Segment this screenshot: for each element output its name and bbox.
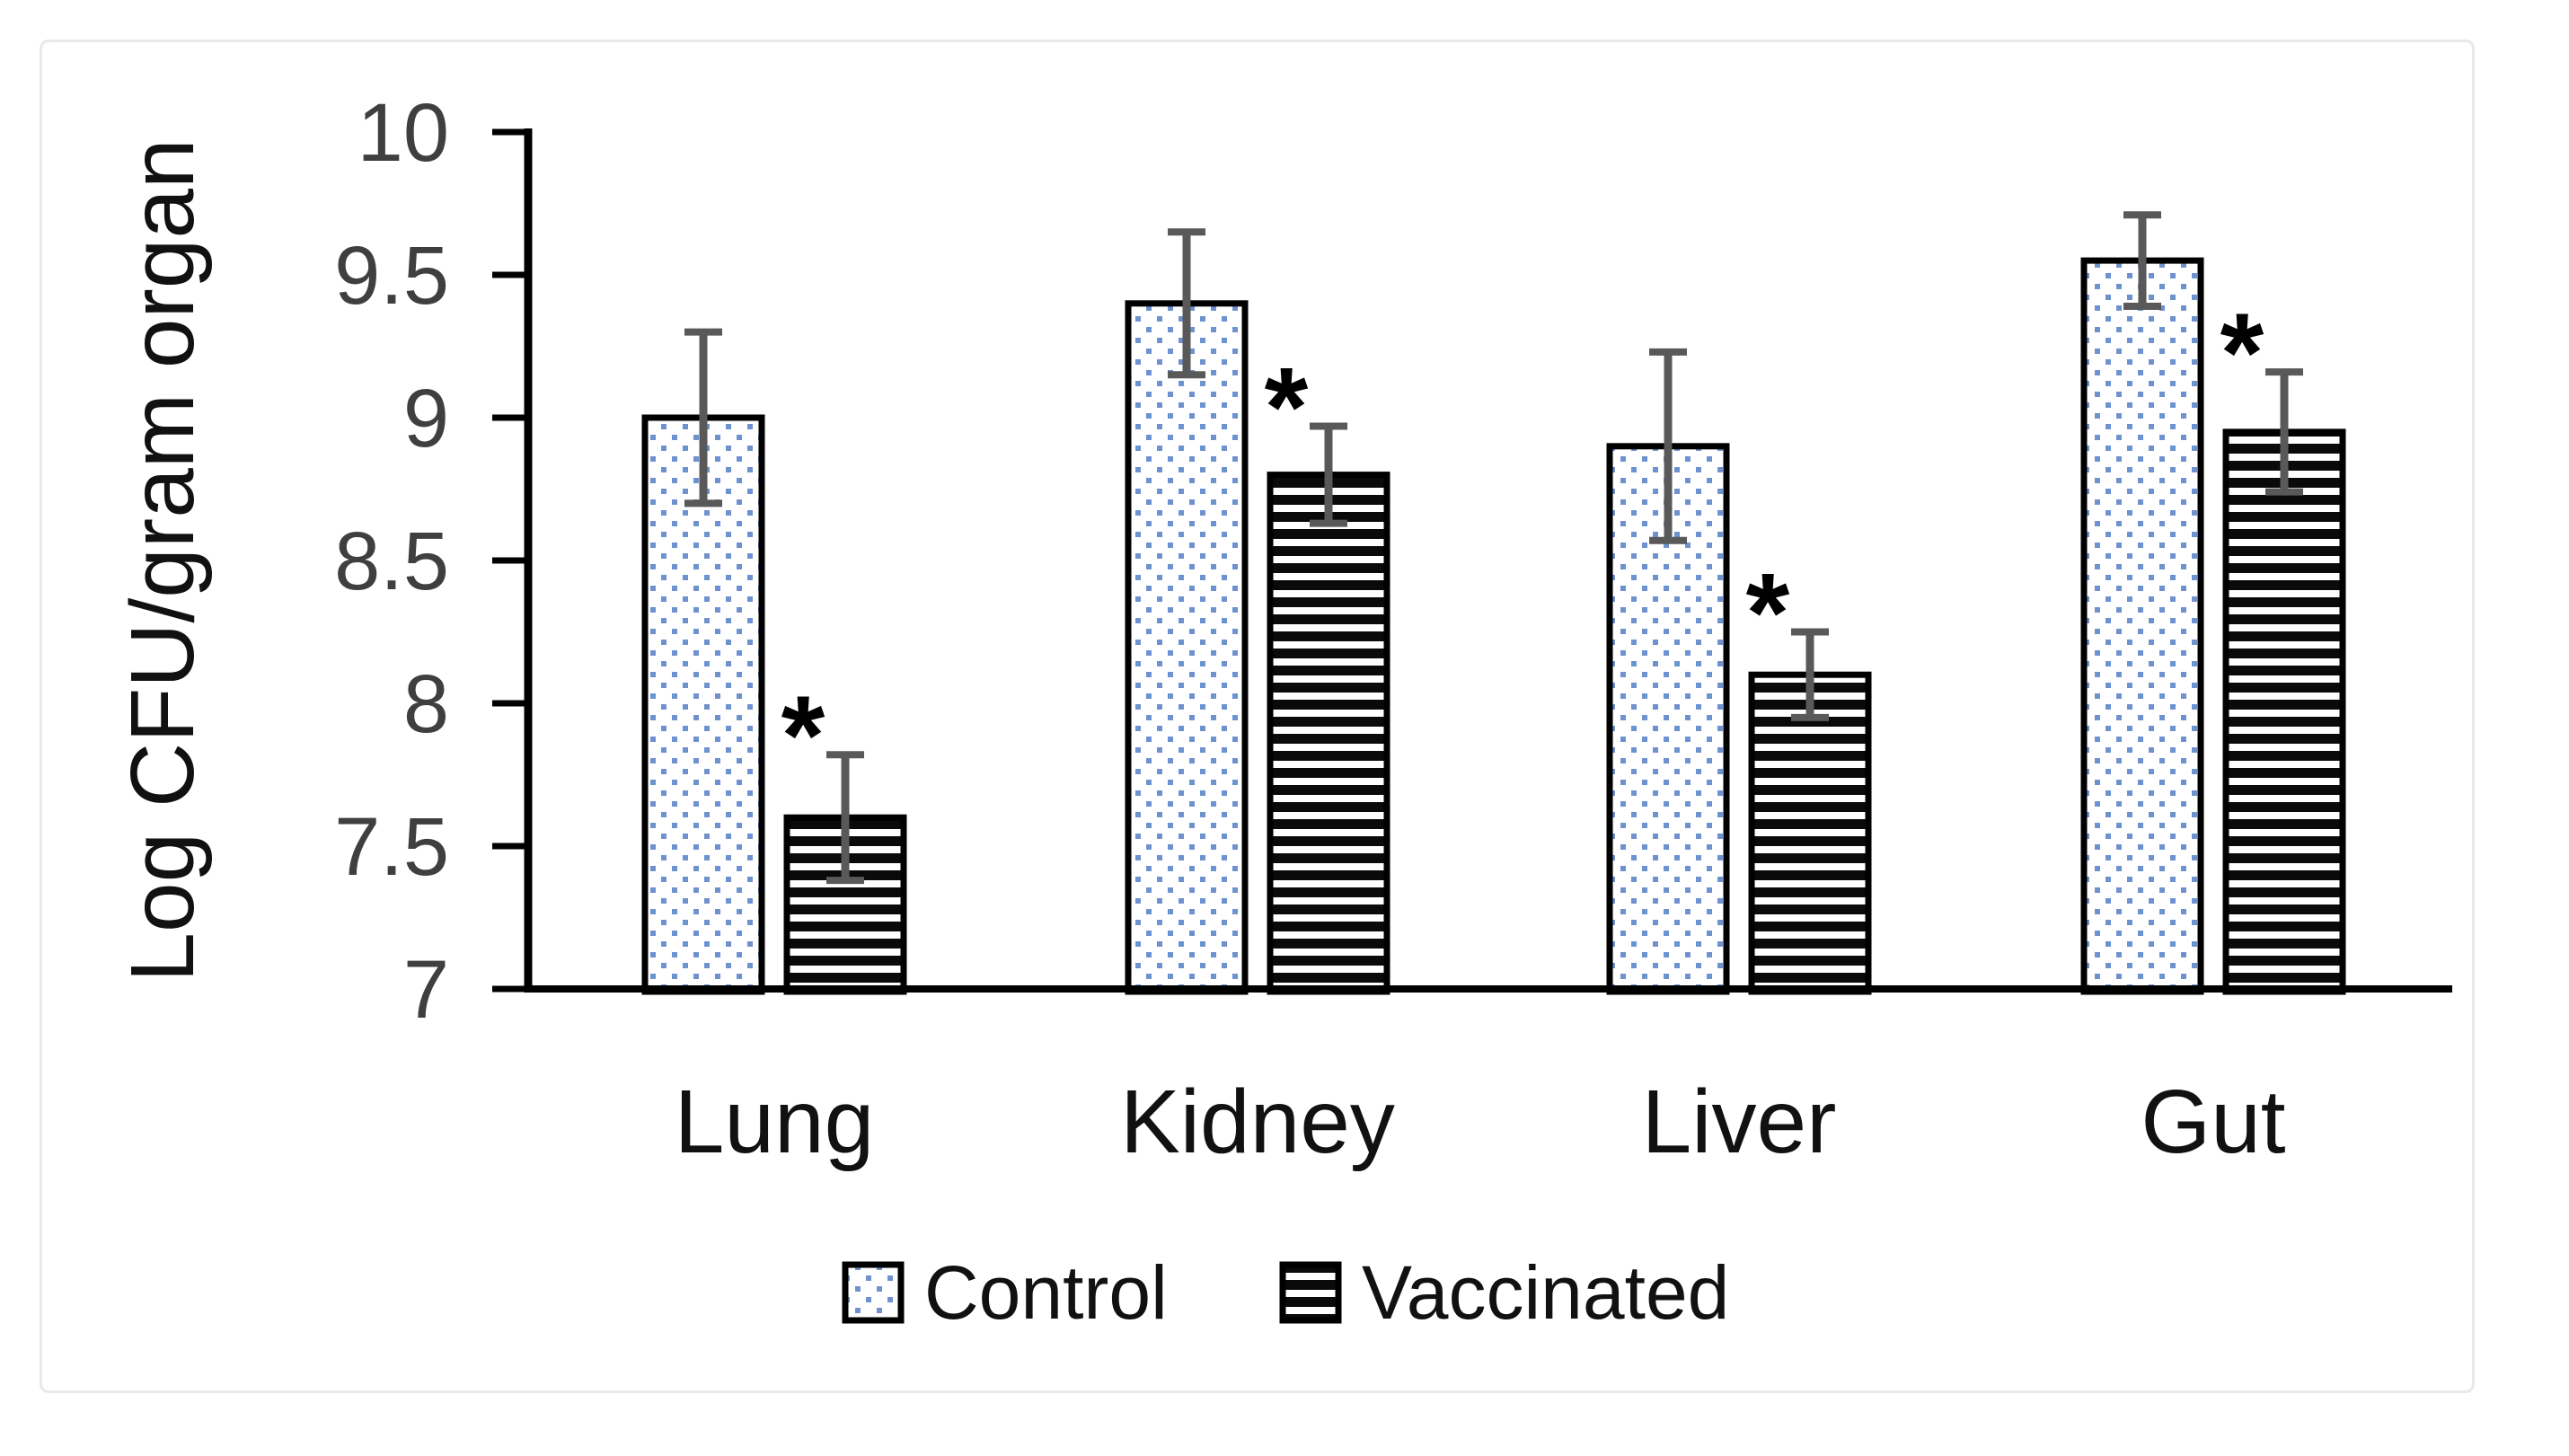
y-tick-label: 7: [403, 944, 449, 1036]
x-category-label-liver: Liver: [1642, 1072, 1837, 1172]
significance-asterisk-gut: *: [2220, 291, 2264, 416]
bar-gut-control: [2080, 257, 2204, 995]
bar-liver-vaccinated: [1748, 671, 1872, 995]
legend: Control Vaccinated: [842, 1250, 1729, 1335]
significance-asterisk-liver: *: [1746, 552, 1790, 676]
error-bar-kidney-control: [1168, 228, 1205, 379]
y-tick-label: 9: [403, 373, 449, 464]
legend-swatch-vaccinated: [1279, 1261, 1342, 1324]
legend-swatch-control: [842, 1261, 905, 1324]
error-bar-gut-control: [2123, 211, 2161, 310]
legend-item-control: Control: [842, 1250, 1168, 1335]
legend-label-vaccinated: Vaccinated: [1362, 1250, 1729, 1335]
y-tick-label: 7.5: [334, 801, 449, 893]
error-bar-liver-control: [1649, 348, 1687, 544]
figure-border-frame: [40, 40, 2475, 1393]
significance-asterisk-lung: *: [781, 674, 825, 799]
y-tick-label: 9.5: [334, 230, 449, 322]
error-bar-kidney-vaccinated: [1310, 422, 1347, 527]
bar-kidney-control: [1125, 300, 1249, 995]
y-axis-title: Log CFU/gram organ: [112, 138, 213, 982]
error-bar-liver-vaccinated: [1791, 628, 1829, 721]
legend-label-control: Control: [924, 1250, 1168, 1335]
y-tick-label: 8.5: [334, 516, 449, 607]
bar-kidney-vaccinated: [1267, 472, 1390, 995]
y-tick-label: 10: [358, 87, 449, 179]
significance-asterisk-kidney: *: [1265, 346, 1309, 471]
legend-item-vaccinated: Vaccinated: [1279, 1250, 1729, 1335]
error-bar-lung-vaccinated: [826, 751, 864, 885]
y-tick-label: 8: [403, 658, 449, 750]
x-category-label-lung: Lung: [675, 1072, 874, 1172]
error-bar-lung-control: [684, 328, 722, 507]
x-category-label-gut: Gut: [2141, 1072, 2285, 1172]
bar-gut-vaccinated: [2222, 428, 2346, 995]
error-bar-gut-vaccinated: [2265, 368, 2303, 496]
x-category-label-kidney: Kidney: [1120, 1072, 1395, 1172]
